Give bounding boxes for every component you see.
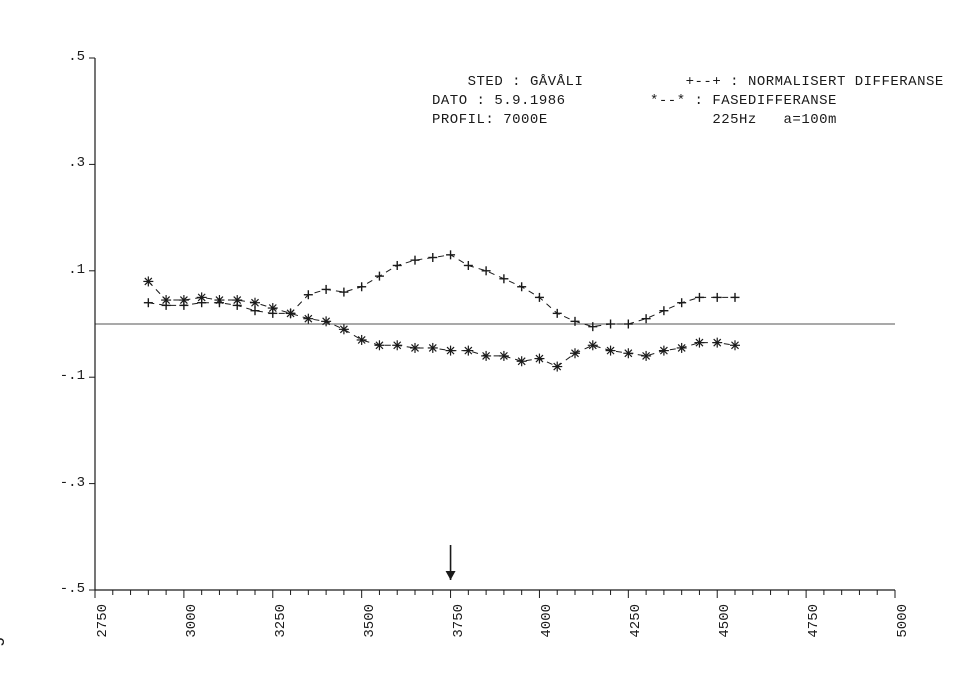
chart-container: STED : GÅVÅLI DATO : 5.9.1986 PROFIL: 70… <box>0 0 959 677</box>
x-tick-label: 3250 <box>273 604 289 654</box>
x-tick-label: 4000 <box>539 604 555 654</box>
chart-svg <box>0 0 959 677</box>
y-tick-label: -.3 <box>45 475 85 491</box>
y-tick-label: .5 <box>45 49 85 65</box>
x-tick-label: 2750 <box>95 604 111 654</box>
y-tick-label: .1 <box>45 262 85 278</box>
x-tick-label: 3750 <box>451 604 467 654</box>
x-tick-label: 4500 <box>717 604 733 654</box>
y-tick-label: -.5 <box>45 581 85 597</box>
y-tick-label: .3 <box>45 155 85 171</box>
y-tick-label: -.1 <box>45 368 85 384</box>
x-tick-label: 4250 <box>628 604 644 654</box>
x-tick-label: 4750 <box>806 604 822 654</box>
x-tick-label: 5000 <box>895 604 911 654</box>
x-tick-label: 3500 <box>362 604 378 654</box>
x-tick-label: 3000 <box>184 604 200 654</box>
